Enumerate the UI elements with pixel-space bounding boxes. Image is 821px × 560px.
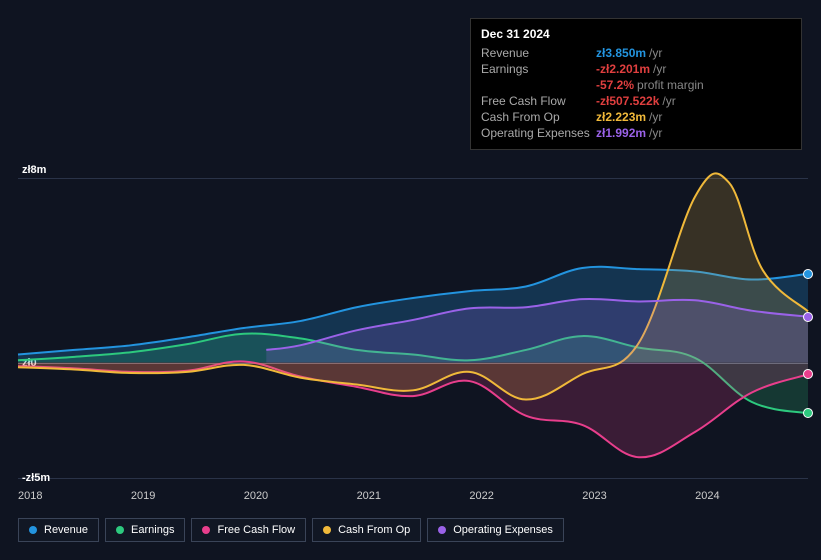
tooltip-label: Revenue bbox=[481, 46, 596, 60]
tooltip-value: zł1.992m bbox=[596, 126, 646, 140]
tooltip-suffix: profit margin bbox=[637, 78, 704, 92]
tooltip-suffix: /yr bbox=[662, 94, 675, 108]
legend-item-revenue[interactable]: Revenue bbox=[18, 518, 99, 542]
legend-label: Revenue bbox=[44, 524, 88, 536]
tooltip-value: -57.2% bbox=[596, 78, 634, 92]
legend-label: Earnings bbox=[131, 524, 174, 536]
tooltip-suffix: /yr bbox=[649, 46, 662, 60]
tooltip-label: Operating Expenses bbox=[481, 126, 596, 140]
legend-item-earnings[interactable]: Earnings bbox=[105, 518, 185, 542]
x-axis-label: 2019 bbox=[131, 490, 155, 502]
tooltip-value: -zł2.201m bbox=[596, 62, 650, 76]
x-axis-label: 2020 bbox=[244, 490, 268, 502]
x-axis-label: 2021 bbox=[357, 490, 381, 502]
x-axis-label: 2023 bbox=[582, 490, 606, 502]
tooltip-value: zł3.850m bbox=[596, 46, 646, 60]
tooltip-row: -57.2%profit margin bbox=[481, 77, 791, 93]
tooltip-row: Revenuezł3.850m/yr bbox=[481, 45, 791, 61]
legend-item-opex[interactable]: Operating Expenses bbox=[427, 518, 564, 542]
x-axis-label: 2024 bbox=[695, 490, 719, 502]
tooltip-row: Cash From Opzł2.223m/yr bbox=[481, 109, 791, 125]
end-marker-revenue bbox=[803, 269, 813, 279]
legend-dot-icon bbox=[202, 526, 210, 534]
tooltip-suffix: /yr bbox=[649, 110, 662, 124]
legend-dot-icon bbox=[116, 526, 124, 534]
tooltip-label: Earnings bbox=[481, 62, 596, 76]
legend-dot-icon bbox=[29, 526, 37, 534]
tooltip-row: Earnings-zł2.201m/yr bbox=[481, 61, 791, 77]
end-marker-opex bbox=[803, 312, 813, 322]
chart-legend: Revenue Earnings Free Cash Flow Cash From O… bbox=[18, 518, 564, 542]
x-axis-label: 2022 bbox=[469, 490, 493, 502]
legend-label: Free Cash Flow bbox=[217, 524, 295, 536]
chart-container: zł8m zł0 -zł5m 2018201920202021202220232… bbox=[0, 0, 821, 560]
tooltip-row: Operating Expenseszł1.992m/yr bbox=[481, 125, 791, 141]
legend-item-cashop[interactable]: Cash From Op bbox=[312, 518, 421, 542]
tooltip-label: Cash From Op bbox=[481, 110, 596, 124]
legend-dot-icon bbox=[438, 526, 446, 534]
tooltip-suffix: /yr bbox=[649, 126, 662, 140]
legend-label: Cash From Op bbox=[338, 524, 410, 536]
tooltip-value: zł2.223m bbox=[596, 110, 646, 124]
legend-dot-icon bbox=[323, 526, 331, 534]
tooltip-label: Free Cash Flow bbox=[481, 94, 596, 108]
tooltip-suffix: /yr bbox=[653, 62, 666, 76]
tooltip-label bbox=[481, 78, 596, 92]
tooltip-date: Dec 31 2024 bbox=[481, 27, 791, 41]
x-axis-label: 2018 bbox=[18, 490, 42, 502]
legend-label: Operating Expenses bbox=[453, 524, 553, 536]
tooltip-row: Free Cash Flow-zł507.522k/yr bbox=[481, 93, 791, 109]
legend-item-fcf[interactable]: Free Cash Flow bbox=[191, 518, 306, 542]
hover-tooltip: Dec 31 2024 Revenuezł3.850m/yrEarnings-z… bbox=[470, 18, 802, 150]
tooltip-value: -zł507.522k bbox=[596, 94, 659, 108]
